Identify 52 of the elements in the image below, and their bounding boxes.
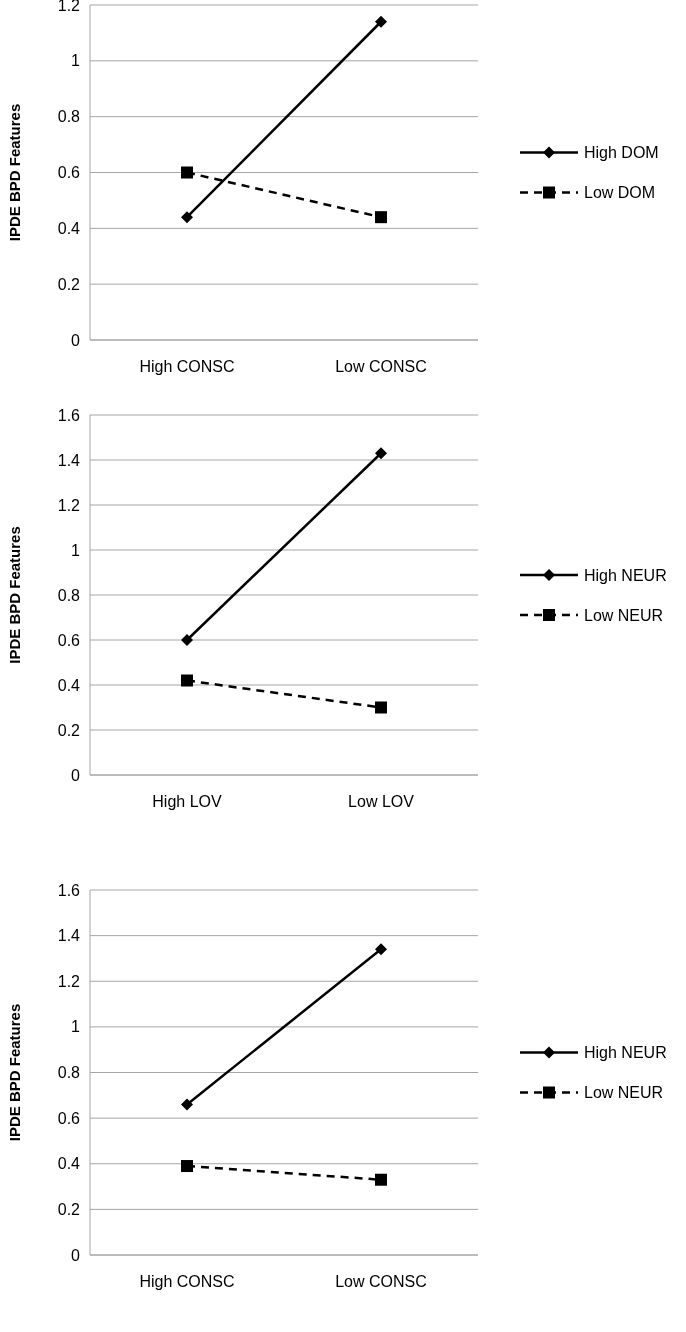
- x-tick-label: Low LOV: [348, 793, 415, 810]
- legend-label: High DOM: [584, 144, 659, 162]
- point: [375, 701, 387, 714]
- x-tick-label: High CONSC: [139, 358, 235, 375]
- point: [375, 1173, 387, 1186]
- y-tick-label: 0.6: [57, 164, 81, 182]
- y-tick-label: 1: [71, 541, 81, 559]
- y-tick-label: 0.2: [57, 721, 81, 739]
- y-tick-label: 0: [71, 331, 81, 349]
- y-axis-title: IPDE BPD Features: [6, 526, 23, 664]
- y-tick-label: 1.4: [57, 927, 81, 945]
- point: [181, 674, 193, 687]
- point: [375, 15, 387, 28]
- x-tick-label: Low CONSC: [335, 1273, 427, 1290]
- y-tick-label: 0.6: [57, 631, 81, 649]
- legend-label: Low DOM: [584, 184, 656, 202]
- y-tick-label: 0.4: [57, 219, 81, 237]
- point: [181, 634, 193, 646]
- y-tick-label: 0.4: [57, 676, 81, 694]
- legend-label: High NEUR: [584, 1044, 667, 1062]
- y-tick-label: 0.6: [57, 1109, 81, 1127]
- y-tick-label: 1: [71, 52, 81, 70]
- y-tick-label: 1.6: [57, 881, 81, 899]
- y-tick-label: 0.8: [57, 1064, 81, 1082]
- y-tick-label: 1.2: [57, 496, 81, 514]
- y-tick-label: 0: [71, 1246, 81, 1264]
- y-tick-label: 1.2: [57, 0, 81, 14]
- y-tick-label: 1: [71, 1018, 81, 1036]
- y-tick-label: 0: [71, 766, 81, 784]
- x-tick-label: Low CONSC: [335, 358, 427, 375]
- point: [375, 447, 387, 460]
- point: [181, 1098, 193, 1111]
- y-axis-title: IPDE BPD Features: [6, 1003, 23, 1142]
- point: [181, 1160, 193, 1173]
- y-tick-label: 0.8: [57, 586, 81, 604]
- legend-label: Low NEUR: [584, 606, 664, 624]
- legend-label: Low NEUR: [584, 1084, 664, 1102]
- point: [375, 211, 387, 224]
- y-tick-label: 1.6: [57, 406, 81, 424]
- y-axis-title: IPDE BPD Features: [6, 103, 23, 242]
- y-tick-label: 0.2: [57, 275, 81, 293]
- point: [375, 943, 387, 956]
- y-tick-label: 0.2: [57, 1200, 81, 1218]
- legend-label: High NEUR: [584, 566, 667, 584]
- y-tick-label: 1.4: [57, 451, 81, 469]
- point: [181, 211, 193, 224]
- x-tick-label: High CONSC: [139, 1273, 235, 1290]
- y-tick-label: 0.4: [57, 1155, 81, 1173]
- y-tick-label: 0.8: [57, 108, 81, 126]
- point: [181, 166, 193, 179]
- y-tick-label: 1.2: [57, 972, 81, 990]
- x-tick-label: High LOV: [152, 793, 223, 810]
